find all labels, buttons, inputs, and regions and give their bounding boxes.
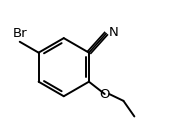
Text: N: N	[109, 26, 118, 39]
Text: Br: Br	[12, 27, 27, 40]
Text: O: O	[99, 87, 110, 100]
